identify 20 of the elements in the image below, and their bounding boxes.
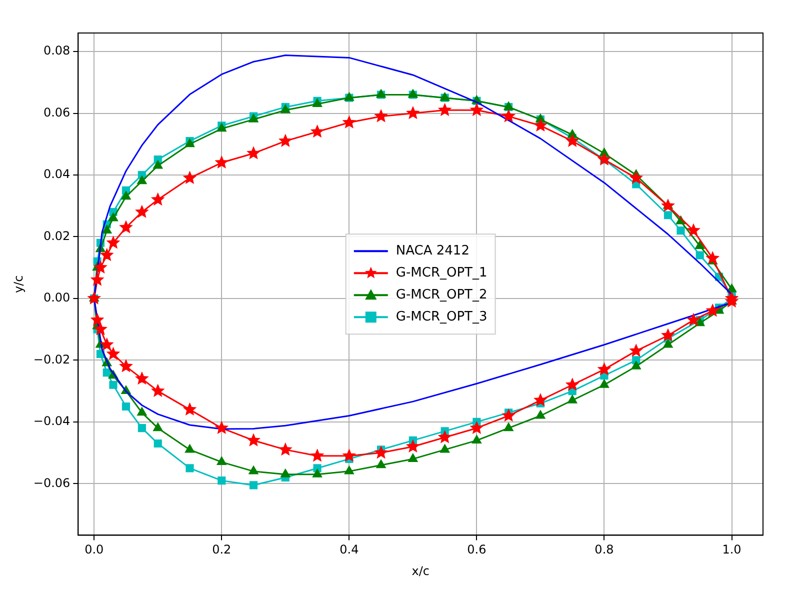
y-tick-label: 0.00 <box>43 290 70 305</box>
y-tick-label: −0.04 <box>33 414 70 428</box>
x-tick-label: 0.4 <box>340 542 359 557</box>
y-tick-label: 0.08 <box>43 44 70 58</box>
x-tick-label: 0.6 <box>467 542 486 557</box>
x-axis-title: x/c <box>412 564 430 578</box>
y-tick-label: −0.06 <box>33 476 70 490</box>
y-tick-label: 0.02 <box>43 228 70 243</box>
x-tick-label: 0.2 <box>212 542 232 557</box>
x-tick-label: 1.0 <box>722 542 742 557</box>
legend-label: NACA 2412 <box>396 243 470 258</box>
legend-label: G-MCR_OPT_3 <box>396 309 488 324</box>
legend-label: G-MCR_OPT_2 <box>396 287 488 302</box>
y-axis-title: y/c <box>11 275 26 293</box>
x-tick-label: 0.8 <box>594 542 614 557</box>
x-tick-label: 0.0 <box>84 542 104 557</box>
legend-label: G-MCR_OPT_1 <box>396 265 488 280</box>
y-tick-label: 0.04 <box>43 167 70 182</box>
y-tick-label: −0.02 <box>33 352 70 366</box>
y-tick-label: 0.06 <box>43 105 70 120</box>
